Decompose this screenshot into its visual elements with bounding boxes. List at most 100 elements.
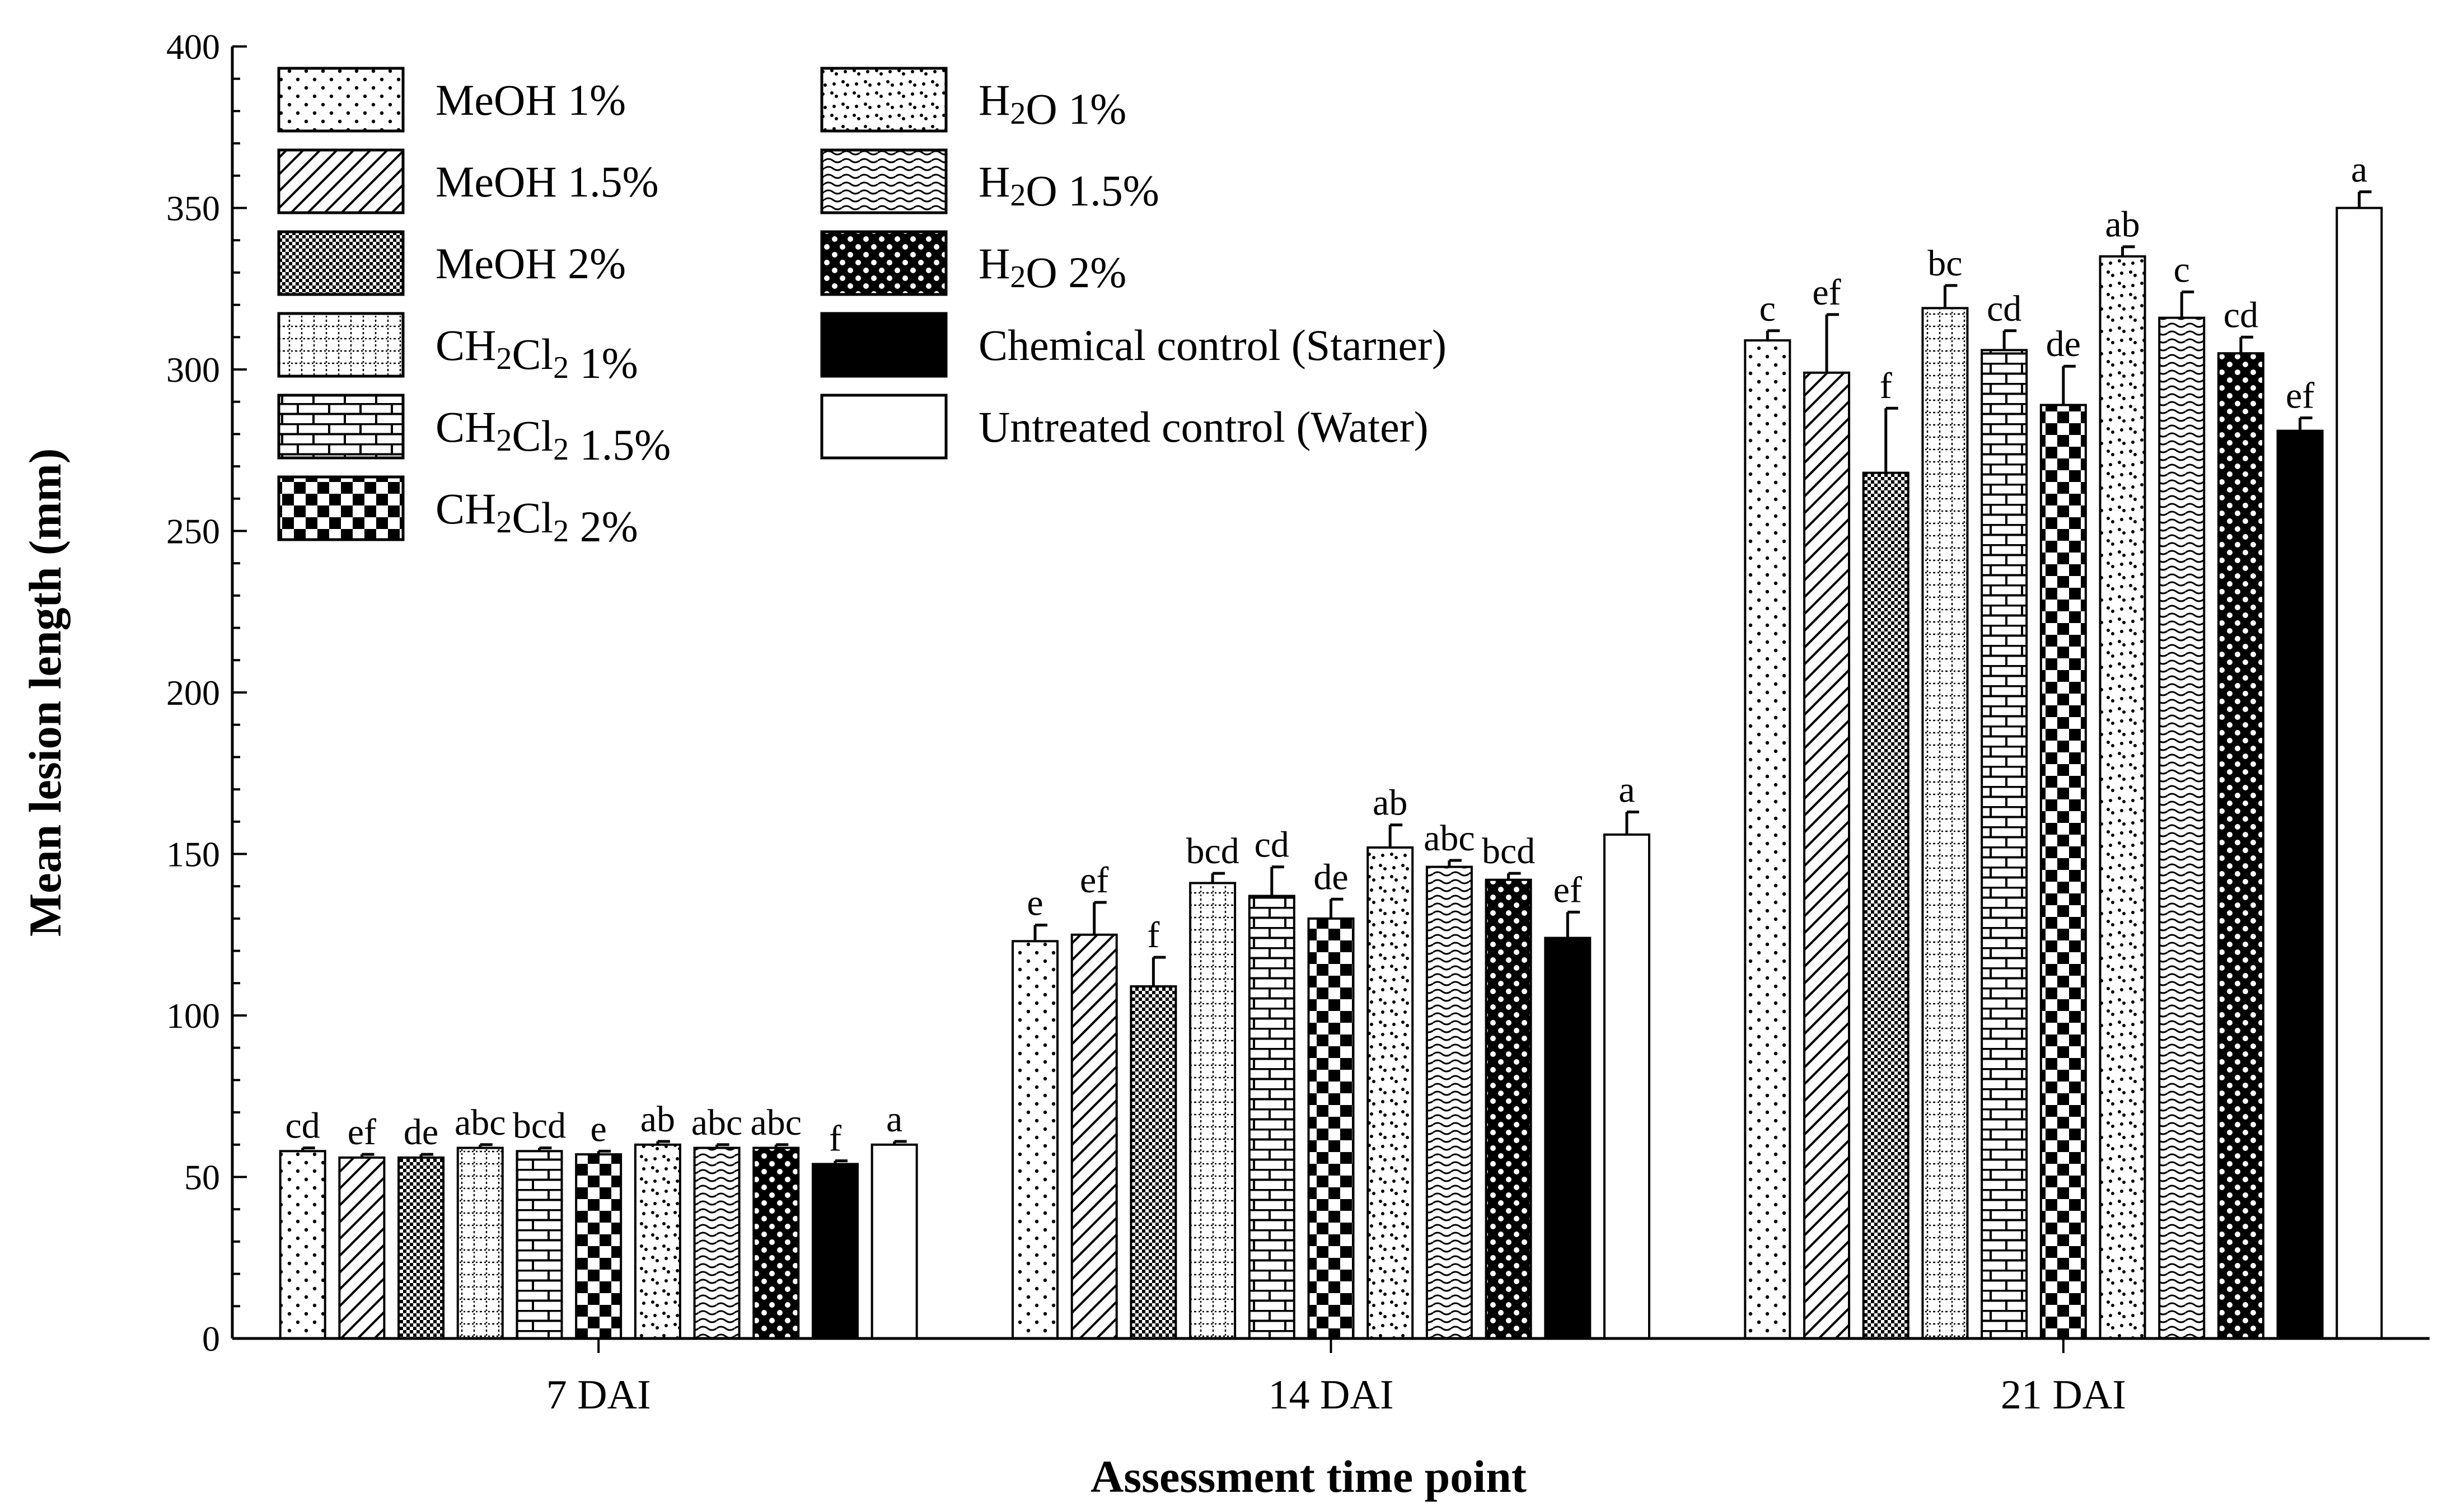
significance-label: ef	[348, 1112, 376, 1153]
bar	[575, 1153, 623, 1340]
significance-label: c	[2174, 250, 2190, 291]
legend-swatch	[277, 148, 405, 214]
significance-label: abc	[691, 1102, 743, 1143]
significance-label: bcd	[513, 1106, 566, 1146]
significance-label: abc	[1424, 818, 1475, 859]
y-tick-label: 0	[202, 1319, 220, 1359]
bar	[1366, 846, 1414, 1340]
legend-swatch	[820, 312, 948, 378]
significance-label: ef	[1812, 272, 1841, 313]
significance-label: bc	[1927, 243, 1962, 284]
bar	[1921, 307, 1969, 1340]
significance-label: de	[2046, 324, 2081, 364]
legend: MeOH 1% MeOH 1.5% MeOH 2% CH2Cl2 1% CH2Cl2 1…	[277, 67, 1447, 551]
bar	[1189, 882, 1237, 1340]
significance-label: abc	[750, 1102, 802, 1143]
significance-label: abc	[455, 1102, 506, 1143]
significance-label: a	[886, 1099, 902, 1140]
bar	[2336, 207, 2383, 1340]
bar	[634, 1143, 681, 1340]
significance-label: ef	[1080, 860, 1108, 901]
bar	[1981, 349, 2028, 1340]
legend-swatch	[820, 394, 948, 460]
significance-label: ab	[2105, 204, 2140, 245]
significance-label: ab	[1373, 783, 1407, 823]
bar	[2217, 352, 2264, 1340]
significance-label: e	[591, 1108, 607, 1149]
significance-label: cd	[2224, 294, 2258, 335]
bar	[279, 1150, 326, 1340]
significance-label: ab	[640, 1099, 675, 1140]
bar	[1425, 865, 1473, 1340]
y-tick-label: 150	[166, 835, 220, 874]
legend-label: MeOH 2%	[436, 239, 626, 288]
significance-label: f	[1147, 915, 1159, 956]
legend-swatch	[277, 475, 405, 541]
significance-label: f	[1880, 366, 1892, 406]
significance-label: cd	[1987, 288, 2021, 329]
significance-label: e	[1027, 882, 1043, 923]
significance-label: c	[1759, 288, 1776, 329]
bar	[1485, 878, 1532, 1340]
legend-swatch	[820, 148, 948, 214]
legend-swatch	[277, 312, 405, 378]
bar	[1862, 471, 1910, 1340]
bar	[2158, 316, 2206, 1340]
significance-label: de	[1313, 856, 1348, 897]
y-axis-title: Mean lesion length (mm)	[20, 448, 71, 937]
bar	[2099, 255, 2146, 1340]
bar	[1248, 895, 1295, 1340]
x-axis-title: Assessment time point	[1091, 1451, 1527, 1502]
legend-swatch	[820, 67, 948, 133]
bar	[338, 1156, 386, 1340]
legend-label: H2O 1.5%	[979, 157, 1159, 215]
y-tick-label: 300	[166, 350, 220, 390]
bar	[2039, 404, 2087, 1340]
legend-label: CH2Cl2 1.5%	[436, 402, 671, 469]
significance-label: bcd	[1482, 831, 1535, 872]
significance-label: de	[404, 1112, 438, 1153]
significance-label: a	[2351, 149, 2367, 190]
significance-label: ef	[2286, 376, 2314, 416]
significance-label: cd	[1255, 825, 1289, 865]
bar	[871, 1143, 918, 1340]
x-tick-label: 21 DAI	[2001, 1372, 2126, 1418]
significance-label: ef	[1553, 869, 1582, 910]
y-tick-label: 50	[184, 1158, 220, 1197]
x-tick-label: 7 DAI	[546, 1372, 651, 1418]
legend-label: MeOH 1%	[436, 76, 626, 124]
y-tick-label: 100	[166, 996, 220, 1036]
y-tick-label: 350	[166, 189, 220, 228]
bar	[693, 1146, 741, 1340]
bar	[811, 1163, 859, 1340]
legend-swatch	[277, 394, 405, 460]
y-tick-label: 200	[166, 673, 220, 713]
bar	[1307, 917, 1355, 1340]
bar	[397, 1156, 445, 1340]
bar	[2276, 429, 2324, 1340]
bar	[1012, 940, 1059, 1340]
legend-label: Untreated control (Water)	[979, 402, 1429, 451]
y-tick-label: 400	[166, 27, 220, 67]
x-tick-label: 14 DAI	[1268, 1372, 1393, 1418]
bar	[1070, 933, 1118, 1340]
bar	[456, 1146, 504, 1340]
legend-swatch	[820, 230, 948, 296]
bar	[516, 1150, 563, 1340]
legend-label: H2O 2%	[979, 239, 1126, 297]
bar	[1744, 339, 1791, 1340]
legend-swatch	[277, 67, 405, 133]
bar	[1603, 833, 1650, 1340]
legend-label: CH2Cl2 2%	[436, 484, 638, 551]
significance-label: cd	[286, 1106, 320, 1146]
significance-label: bcd	[1186, 831, 1239, 872]
legend-label: Chemical control (Starner)	[979, 321, 1447, 369]
significance-label: a	[1618, 769, 1635, 810]
bar	[1544, 937, 1592, 1340]
significance-label: f	[829, 1118, 841, 1159]
legend-swatch	[277, 230, 405, 296]
y-tick-label: 250	[166, 512, 220, 551]
bar	[752, 1146, 800, 1340]
